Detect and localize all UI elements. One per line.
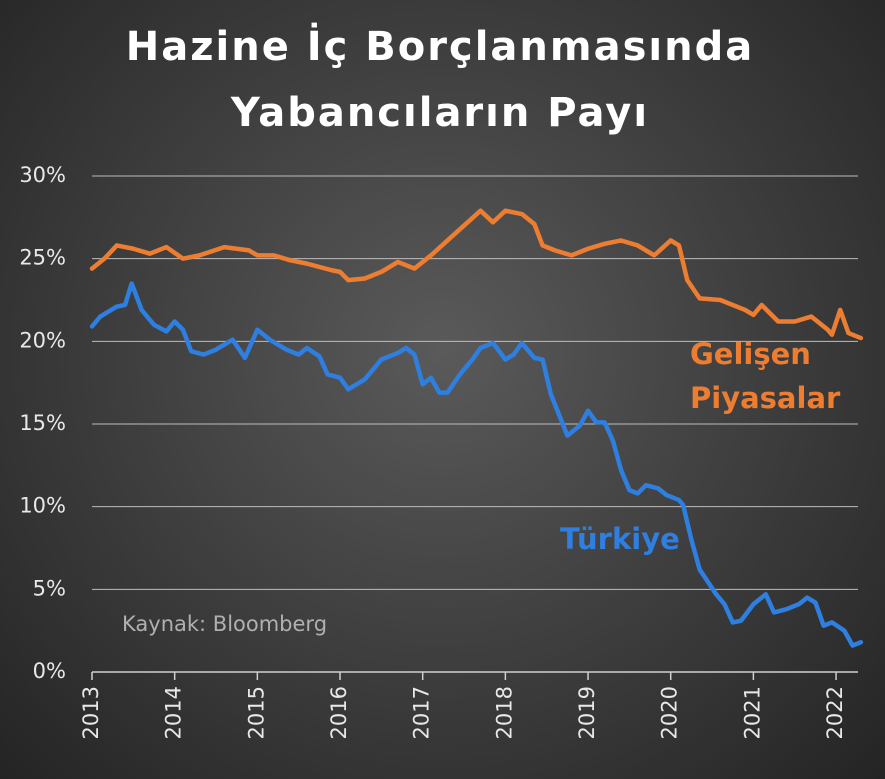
x-tick-label: 2017 [410,686,434,739]
y-tick-label: 0% [33,659,66,683]
x-tick-label: 2016 [327,686,351,739]
series-label: Türkiye [560,522,680,556]
x-tick-label: 2019 [575,686,599,739]
chart-title: Hazine İç Borçlanmasında Yabancıların Pa… [125,24,755,136]
x-tick-label: 2020 [658,686,682,739]
y-tick-label: 30% [19,163,66,187]
x-tick-label: 2022 [823,686,847,739]
series-label: Gelişen Piyasalar [690,337,841,415]
series-line [89,208,864,341]
y-tick-label: 10% [19,494,66,518]
source-note: Kaynak: Bloomberg [122,612,328,636]
y-tick-label: 20% [19,328,66,352]
x-tick-label: 2013 [79,686,103,739]
x-tick-label: 2018 [492,686,516,739]
series-line [89,281,864,648]
x-tick-label: 2021 [740,686,764,739]
y-tick-label: 5% [33,576,66,600]
y-tick-label: 25% [19,246,66,270]
x-tick-label: 2014 [162,686,186,739]
x-tick-label: 2015 [244,686,268,739]
y-tick-label: 15% [19,411,66,435]
